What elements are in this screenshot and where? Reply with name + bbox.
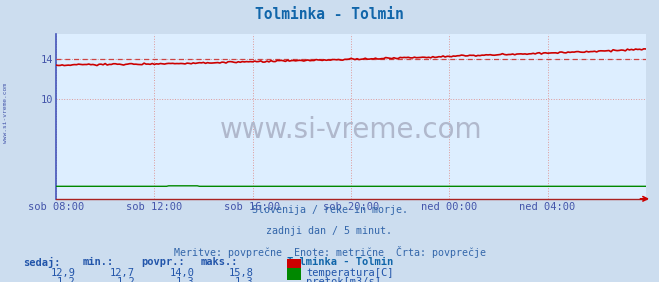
Text: zadnji dan / 5 minut.: zadnji dan / 5 minut. [266,226,393,235]
Text: sedaj:: sedaj: [23,257,61,268]
Text: 15,8: 15,8 [229,268,254,278]
Text: 12,7: 12,7 [110,268,135,278]
Text: povpr.:: povpr.: [142,257,185,266]
Text: www.si-vreme.com: www.si-vreme.com [3,83,8,143]
Text: maks.:: maks.: [201,257,239,266]
Text: Meritve: povprečne  Enote: metrične  Črta: povprečje: Meritve: povprečne Enote: metrične Črta:… [173,246,486,258]
Text: Slovenija / reke in morje.: Slovenija / reke in morje. [252,205,407,215]
Text: 12,9: 12,9 [51,268,76,278]
Text: temperatura[C]: temperatura[C] [306,268,394,278]
Text: min.:: min.: [82,257,113,266]
Text: Tolminka - Tolmin: Tolminka - Tolmin [255,7,404,22]
Text: pretok[m3/s]: pretok[m3/s] [306,277,382,282]
Text: www.si-vreme.com: www.si-vreme.com [219,116,482,144]
Text: 1,2: 1,2 [117,277,135,282]
Text: 1,3: 1,3 [176,277,194,282]
Text: Tolminka - Tolmin: Tolminka - Tolmin [287,257,393,266]
Text: 1,3: 1,3 [235,277,254,282]
Text: 1,2: 1,2 [57,277,76,282]
Text: 14,0: 14,0 [169,268,194,278]
